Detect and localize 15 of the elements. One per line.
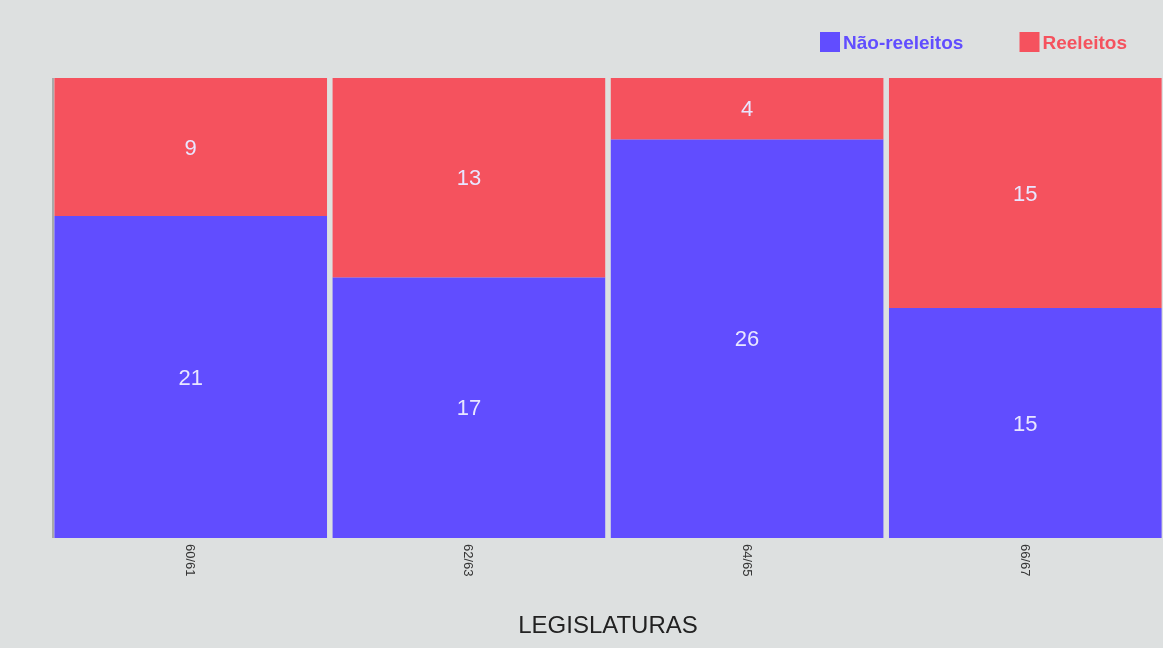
x-tick-label: 64/65 [739,544,755,577]
data-label: 17 [456,395,482,421]
data-label: 9 [184,134,197,160]
data-label: 4 [740,96,754,122]
x-axis-title: LEGISLATURAS [518,611,698,638]
legend-label: Reeleitos [1042,31,1127,53]
data-label: 26 [734,326,760,352]
legend-label: Não-reeleitos [843,31,964,53]
x-tick-label: 62/63 [461,544,477,577]
x-tick-label: 66/67 [1017,544,1033,577]
data-label: 13 [456,165,482,191]
data-label: 15 [1013,180,1038,206]
data-label: 15 [1013,410,1038,436]
x-tick-label: 60/61 [183,544,199,577]
data-label: 21 [178,364,203,390]
